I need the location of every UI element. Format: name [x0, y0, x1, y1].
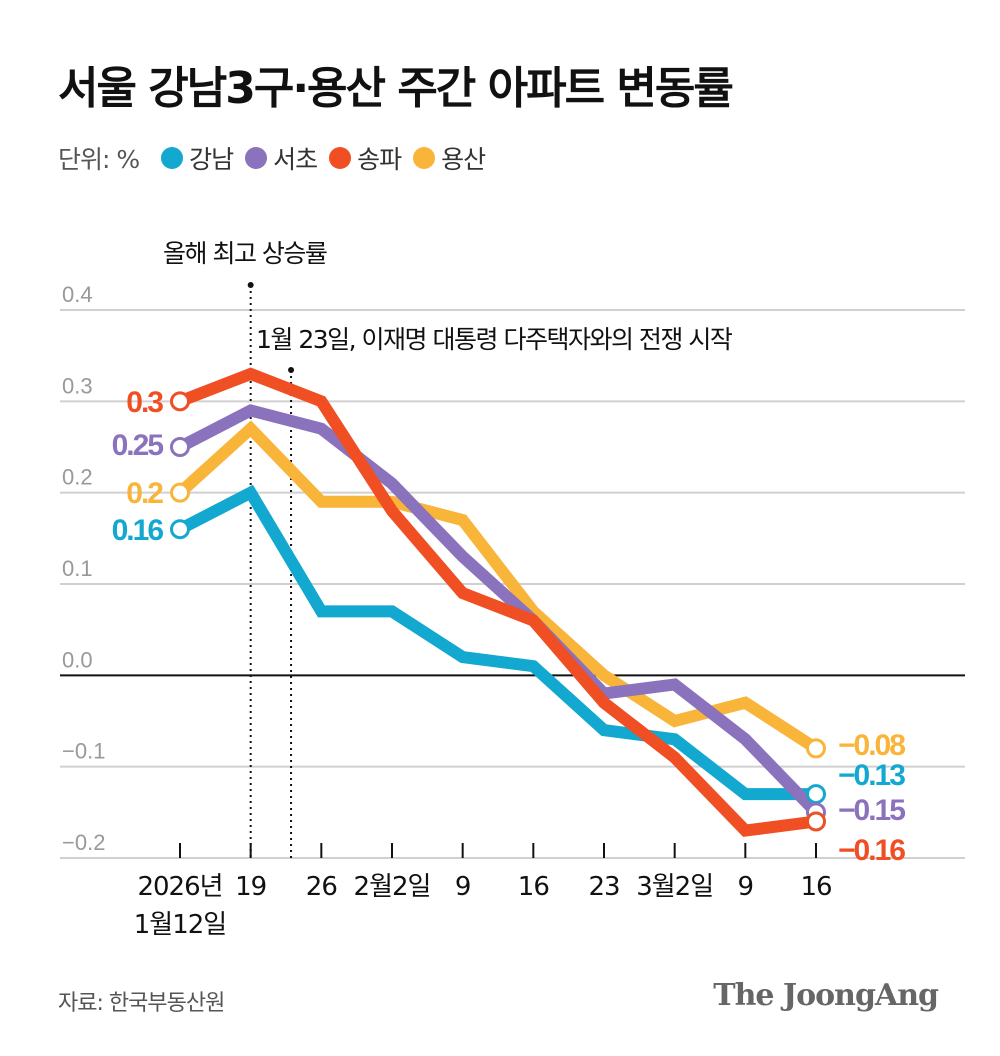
legend-label: 강남 [189, 145, 234, 174]
series-line-송파 [177, 367, 817, 837]
x-tick-label: 2026년 [137, 872, 222, 902]
annotation-label: 올해 최고 상승률 [163, 239, 327, 268]
y-tick-label: 0.1 [62, 556, 93, 581]
end-value-label: −0.16 [838, 834, 905, 867]
start-value-label: 0.25 [112, 429, 164, 462]
endpoint-marker [806, 738, 826, 759]
source-note: 자료: 한국부동산원 [58, 991, 225, 1016]
legend-swatch [329, 147, 352, 169]
legend-item: 강남 [161, 140, 234, 176]
line-chart: 0.4 0.3 0.2 0.1 0.0 −0.1 −0.2 2026년 1월12일 19 26 2월2… [60, 239, 965, 940]
endpoint-marker [170, 519, 190, 540]
legend-item: 송파 [329, 140, 402, 176]
end-value-label: −0.08 [838, 729, 905, 762]
y-tick-label: −0.1 [62, 739, 105, 764]
start-value-label: 0.16 [112, 514, 164, 547]
legend-label: 송파 [357, 145, 402, 174]
x-tick-label: 9 [738, 872, 754, 902]
start-value-label: 0.2 [126, 477, 163, 510]
y-tick-label: 0.0 [62, 647, 93, 672]
series-line-서초 [177, 404, 821, 817]
y-tick-label: 0.3 [62, 373, 93, 398]
x-tick-label: 23 [588, 872, 619, 902]
publisher-logo: The JoongAng [713, 978, 939, 1013]
legend-swatch [245, 147, 268, 169]
y-tick-label: 0.2 [62, 465, 93, 490]
legend-item: 용산 [413, 140, 486, 176]
x-tick-label: 9 [455, 872, 471, 902]
end-value-label: −0.13 [838, 759, 905, 792]
legend: 단위: % 강남 서초 송파 용산 [58, 140, 486, 176]
legend-label: 서초 [273, 145, 318, 174]
endpoint-marker [170, 437, 190, 457]
legend-swatch [413, 147, 436, 169]
end-value-label: −0.15 [838, 794, 905, 827]
x-tick-label: 16 [518, 872, 549, 902]
endpoint-marker [806, 811, 826, 832]
endpoint-marker [806, 784, 826, 805]
x-tick-label: 3월2일 [636, 872, 713, 902]
legend-swatch [161, 147, 184, 169]
unit-label: 단위: % [58, 145, 140, 174]
x-tick-label: 16 [800, 872, 831, 902]
annotation-dot [288, 367, 295, 373]
x-tick-label: 19 [235, 872, 266, 902]
x-tick-label: 2월2일 [354, 872, 431, 902]
endpoint-marker [170, 391, 190, 412]
y-tick-label: 0.4 [62, 282, 93, 307]
series-line-강남 [177, 484, 816, 801]
annotation-label: 1월 23일, 이재명 대통령 다주택자와의 전쟁 시작 [256, 325, 733, 354]
chart-title: 서울 강남3구·용산 주간 아파트 변동률 [58, 63, 734, 114]
annotation-dot [247, 282, 254, 288]
y-tick-label: −0.2 [62, 830, 105, 855]
endpoint-marker [170, 482, 190, 503]
x-tick-label: 1월12일 [134, 910, 226, 940]
start-value-label: 0.3 [126, 386, 163, 419]
legend-label: 용산 [441, 145, 486, 174]
legend-item: 서초 [245, 140, 318, 176]
x-tick-label: 26 [306, 872, 337, 902]
